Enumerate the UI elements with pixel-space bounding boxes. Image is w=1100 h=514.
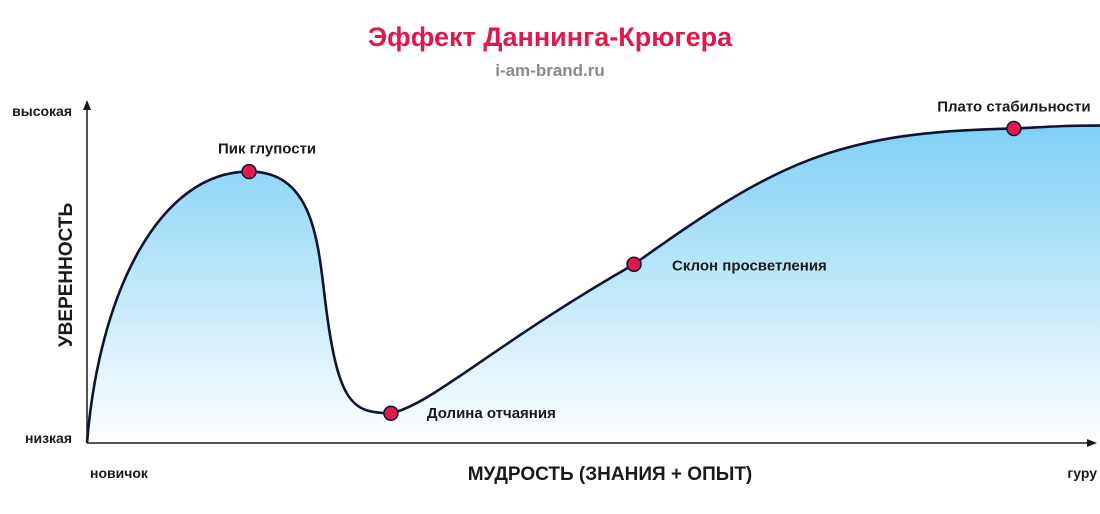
chart-subtitle: i-am-brand.ru	[495, 61, 605, 80]
point-label-4: Плато стабильности	[937, 99, 1090, 116]
point-label-1: Пик глупости	[218, 141, 316, 158]
point-label-3: Склон просветления	[672, 257, 827, 274]
y-tick-high: высокая	[12, 103, 72, 119]
points-layer: Пик глупости Долина отчаяния Склон просвет…	[218, 99, 1091, 423]
data-point-2	[383, 405, 399, 421]
x-axis-arrow	[1087, 439, 1097, 447]
y-tick-low: низкая	[25, 430, 72, 446]
confidence-area	[87, 125, 1100, 444]
x-axis-label: МУДРОСТЬ (ЗНАНИЯ + ОПЫТ)	[468, 464, 753, 485]
chart-title: Эффект Даннинга-Крюгера	[367, 22, 733, 52]
x-tick-start: новичок	[90, 465, 149, 481]
point-label-2: Долина отчаяния	[427, 405, 556, 422]
x-tick-end: гуру	[1067, 465, 1097, 481]
data-point-4	[1006, 120, 1022, 137]
y-axis-arrow	[83, 100, 91, 110]
data-point-3	[626, 256, 642, 273]
data-point-1	[241, 163, 257, 180]
y-axis-label: УВЕРЕННОСТЬ	[56, 203, 77, 347]
